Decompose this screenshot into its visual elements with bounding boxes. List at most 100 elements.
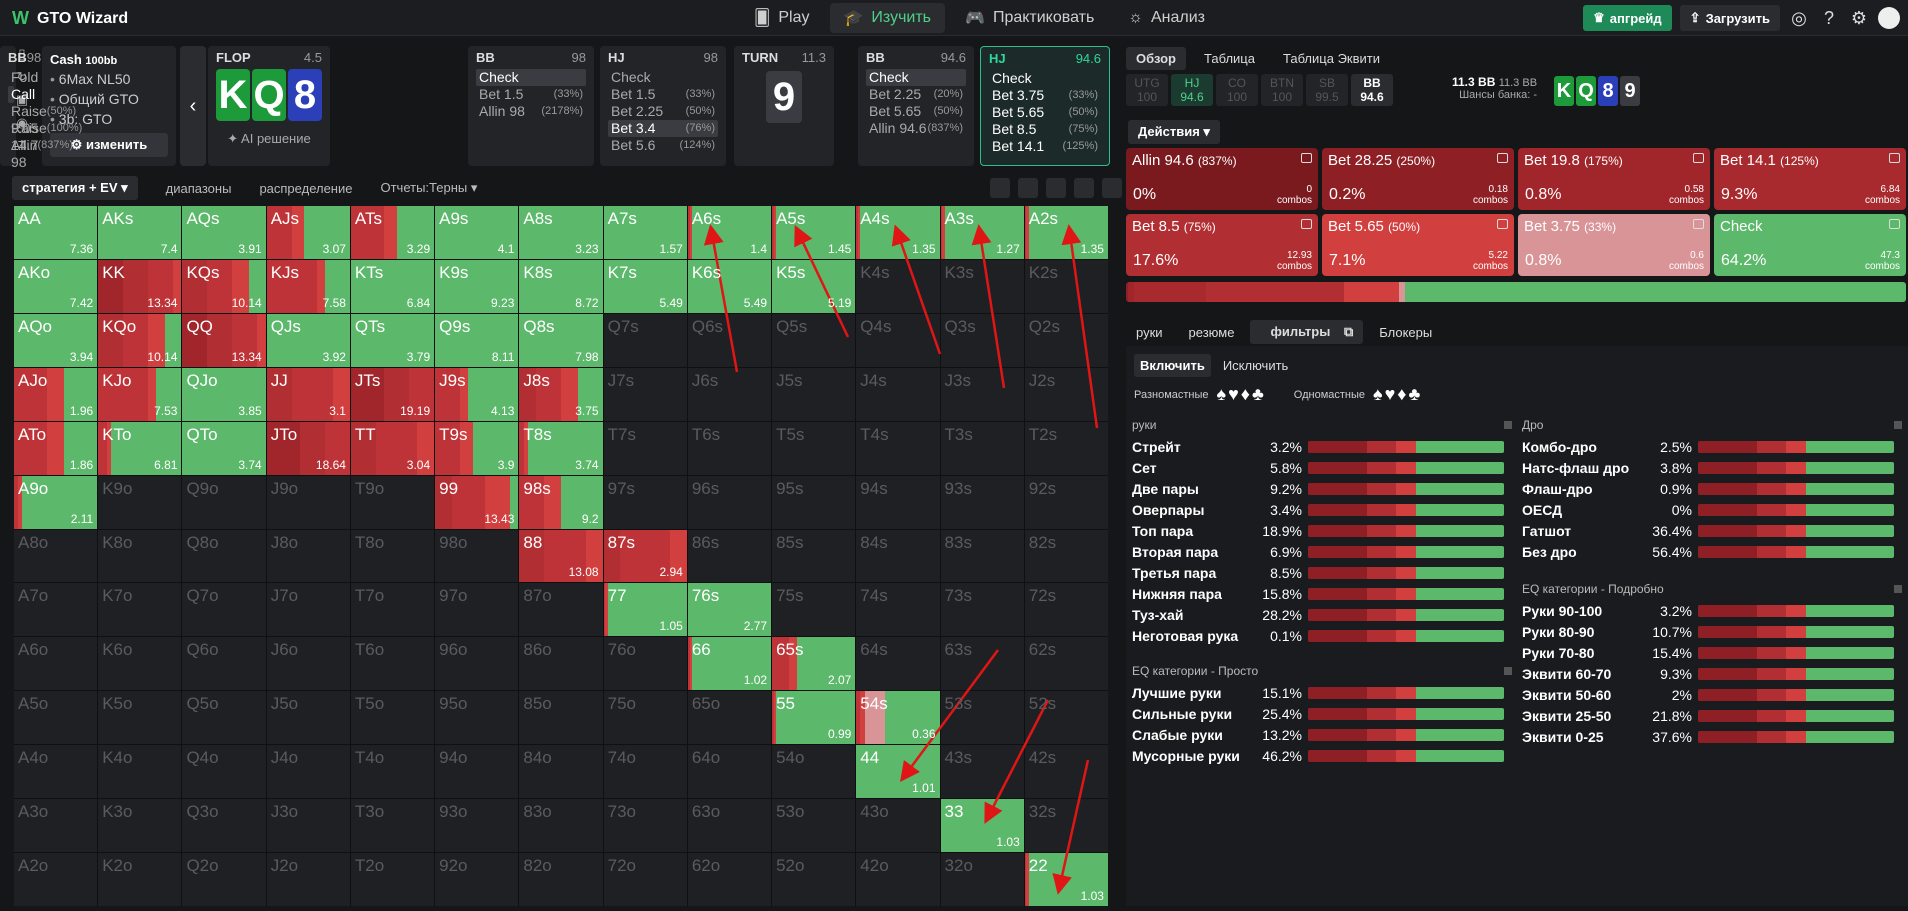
hand-cell[interactable]: Q4o [182, 745, 266, 799]
hand-cell[interactable]: K3s [940, 259, 1024, 313]
hand-cell[interactable]: 77 1.05 [603, 583, 687, 637]
hand-cell[interactable]: 86s [687, 529, 772, 583]
copy-icon[interactable] [1693, 153, 1704, 163]
hand-cell[interactable]: 43s [940, 745, 1024, 799]
hand-cell[interactable]: 65o [687, 691, 772, 745]
position-hj[interactable]: HJ 94.6 [1171, 74, 1213, 106]
hand-cell[interactable]: 63o [687, 799, 772, 853]
hand-cell[interactable]: 65s 2.07 [772, 637, 856, 691]
hand-cell[interactable]: 98s 9.2 [519, 475, 603, 529]
hand-cell[interactable]: AKo 7.42 [14, 259, 98, 313]
checkbox-icon[interactable] [1504, 667, 1512, 675]
action-option[interactable]: Call [8, 86, 35, 103]
hand-cell[interactable]: J2o [266, 853, 350, 906]
hand-cell[interactable]: 87o [519, 583, 603, 637]
action-option[interactable]: Check [989, 70, 1101, 87]
help-icon[interactable]: ? [1823, 7, 1834, 28]
action-card-bb[interactable]: BB 98 Check Bet 1.5 (33%) Allin 98 (2178%) [468, 46, 594, 166]
hand-cell[interactable]: 74s [856, 583, 940, 637]
hand-cell[interactable]: T6o [350, 637, 435, 691]
hand-cell[interactable]: 96s [687, 475, 772, 529]
hand-cell[interactable]: J9s 4.13 [435, 367, 519, 421]
hand-cell[interactable]: Q4s [856, 313, 940, 367]
action-option[interactable]: Bet 5.65 (50%) [989, 104, 1101, 121]
hand-cell[interactable]: J2s [1024, 367, 1108, 421]
stat-row[interactable]: Флаш-дро 0.9% [1522, 478, 1902, 499]
hand-cell[interactable]: A4o [14, 745, 98, 799]
hand-cell[interactable]: Q3s [940, 313, 1024, 367]
fullscreen-icon[interactable] [1102, 178, 1122, 198]
hand-cell[interactable]: K6s 5.49 [687, 259, 772, 313]
action-option[interactable]: Check [608, 69, 718, 86]
hand-cell[interactable]: 83o [519, 799, 603, 853]
include-button[interactable]: Включить [1134, 354, 1211, 377]
stat-row[interactable]: Вторая пара 6.9% [1132, 541, 1512, 562]
hand-cell[interactable]: QQ 13.34 [182, 313, 266, 367]
hand-cell[interactable]: KJo 7.53 [98, 367, 182, 421]
stat-row[interactable]: Эквити 25-50 21.8% [1522, 705, 1902, 726]
hand-cell[interactable]: J8o [266, 529, 350, 583]
tab-summary[interactable]: резюме [1188, 324, 1235, 340]
stat-row[interactable]: Эквити 0-25 37.6% [1522, 726, 1902, 747]
stat-row[interactable]: Мусорные руки 46.2% [1132, 745, 1512, 766]
ai-solution[interactable]: ✦ AI решение [216, 131, 322, 147]
hand-cell[interactable]: AJo 1.96 [14, 367, 98, 421]
stat-row[interactable]: Стрейт 3.2% [1132, 436, 1512, 457]
hand-cell[interactable]: QTs 3.79 [350, 313, 435, 367]
stat-row[interactable]: Туз-хай 28.2% [1132, 604, 1512, 625]
tab-ranges[interactable]: диапазоны [165, 180, 232, 196]
hand-cell[interactable]: 76o [603, 637, 687, 691]
action-option[interactable]: Bet 1.5 (33%) [608, 86, 718, 103]
hand-cell[interactable]: 66 1.02 [687, 637, 772, 691]
copy-icon[interactable] [1497, 153, 1508, 163]
hand-cell[interactable]: A2o [14, 853, 98, 906]
hand-cell[interactable]: T7o [350, 583, 435, 637]
hand-cell[interactable]: AA 7.36 [14, 206, 98, 259]
action-option[interactable]: Raise 14.7 (100%) [8, 120, 82, 153]
hand-cell[interactable]: J7o [266, 583, 350, 637]
stat-row[interactable]: Эквити 60-70 9.3% [1522, 663, 1902, 684]
nav-analyze[interactable]: ☼ Анализ [1114, 3, 1219, 33]
avatar[interactable] [1878, 7, 1900, 29]
hand-cell[interactable]: J3o [266, 799, 350, 853]
hand-cell[interactable]: 84s [856, 529, 940, 583]
stat-row[interactable]: Гатшот 36.4% [1522, 520, 1902, 541]
action-option[interactable]: Bet 8.5 (75%) [989, 121, 1101, 138]
turn-card[interactable]: TURN 11.3 9 [734, 46, 834, 166]
tab-blockers[interactable]: Блокеры [1379, 324, 1433, 340]
upgrade-button[interactable]: ♛ апгрейд [1583, 5, 1672, 31]
gamepad-icon[interactable]: ◉ [16, 115, 28, 130]
hand-cell[interactable]: KQo 10.14 [98, 313, 182, 367]
hand-cell[interactable]: 52o [772, 853, 856, 906]
bookmark-icon[interactable]: ▯ [18, 46, 26, 61]
hand-cell[interactable]: K6o [98, 637, 182, 691]
action-option[interactable]: Bet 14.1 (125%) [989, 138, 1101, 155]
stat-row[interactable]: Сет 5.8% [1132, 457, 1512, 478]
action-summary-card[interactable]: Bet 3.75 (33%) 0.8% 0.6 combos [1518, 214, 1710, 276]
hand-cell[interactable]: 82s [1024, 529, 1108, 583]
hand-cell[interactable]: 99 13.43 [435, 475, 519, 529]
action-option[interactable]: Allin 98 (2178%) [476, 103, 586, 120]
flop-card[interactable]: FLOP 4.5 K Q 8 ✦ AI решение [208, 46, 330, 166]
hand-cell[interactable]: KTs 6.84 [350, 259, 435, 313]
hand-cell[interactable]: A4s 1.35 [856, 206, 940, 259]
stat-row[interactable]: Слабые руки 13.2% [1132, 724, 1512, 745]
hand-cell[interactable]: 75s [772, 583, 856, 637]
hand-cell[interactable]: 54s 0.36 [856, 691, 940, 745]
hand-cell[interactable]: K8s 8.72 [519, 259, 603, 313]
hand-cell[interactable]: 86o [519, 637, 603, 691]
hand-cell[interactable]: 64s [856, 637, 940, 691]
hand-cell[interactable]: 32o [940, 853, 1024, 906]
hand-cell[interactable]: A6o [14, 637, 98, 691]
hand-cell[interactable]: J3s [940, 367, 1024, 421]
action-summary-card[interactable]: Bet 19.8 (175%) 0.8% 0.58 combos [1518, 148, 1710, 210]
grid-icon[interactable] [1074, 178, 1094, 198]
hand-cell[interactable]: 33 1.03 [940, 799, 1024, 853]
hand-cell[interactable]: 74o [603, 745, 687, 799]
hand-cell[interactable]: J6o [266, 637, 350, 691]
hand-cell[interactable]: T7s [603, 421, 687, 475]
hand-cell[interactable]: 44 1.01 [856, 745, 940, 799]
hand-cell[interactable]: 52s [1024, 691, 1108, 745]
position-co[interactable]: CO 100 [1216, 74, 1258, 106]
action-summary-card[interactable]: Bet 8.5 (75%) 17.6% 12.93 combos [1126, 214, 1318, 276]
